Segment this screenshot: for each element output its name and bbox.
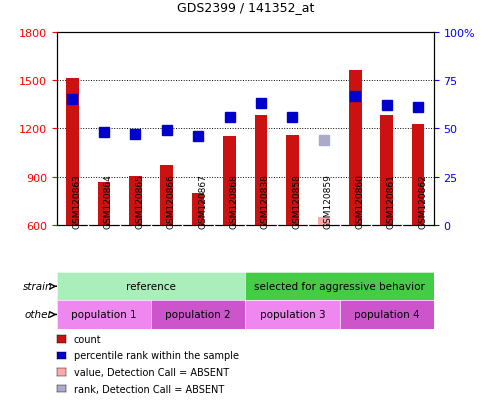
Text: value, Detection Call = ABSENT: value, Detection Call = ABSENT (74, 367, 229, 377)
Text: GSM120865: GSM120865 (135, 174, 144, 229)
Text: GDS2399 / 141352_at: GDS2399 / 141352_at (176, 2, 314, 14)
Bar (381, 116, 393, 225)
Text: percentile rank within the sample: percentile rank within the sample (74, 351, 239, 361)
Text: selected for aggressive behavior: selected for aggressive behavior (254, 282, 425, 292)
Text: strain: strain (23, 282, 52, 292)
Text: population 3: population 3 (260, 310, 325, 320)
Text: population 4: population 4 (354, 310, 420, 320)
Text: population 2: population 2 (165, 310, 231, 320)
Text: GSM120862: GSM120862 (418, 174, 427, 229)
Bar (349, 71, 361, 225)
Text: GSM120860: GSM120860 (355, 174, 364, 229)
Text: GSM120863: GSM120863 (72, 174, 81, 229)
Text: GSM120858: GSM120858 (292, 174, 301, 229)
Bar (317, 217, 330, 225)
Text: GSM120864: GSM120864 (104, 174, 113, 229)
Bar (129, 176, 141, 225)
Text: count: count (74, 334, 102, 344)
Text: GSM120859: GSM120859 (324, 174, 333, 229)
Bar (255, 116, 267, 225)
Text: GSM120866: GSM120866 (167, 174, 176, 229)
Text: GSM120838: GSM120838 (261, 174, 270, 229)
Bar (192, 193, 205, 225)
Text: GSM120868: GSM120868 (230, 174, 239, 229)
Text: reference: reference (126, 282, 176, 292)
Bar (412, 124, 424, 225)
Text: population 1: population 1 (71, 310, 137, 320)
Bar (160, 166, 173, 225)
Text: GSM120861: GSM120861 (387, 174, 396, 229)
Text: rank, Detection Call = ABSENT: rank, Detection Call = ABSENT (74, 384, 224, 394)
Bar (66, 78, 79, 225)
Bar (286, 135, 299, 225)
Text: other: other (25, 310, 52, 320)
Text: GSM120867: GSM120867 (198, 174, 207, 229)
Bar (223, 136, 236, 225)
Bar (98, 183, 110, 225)
